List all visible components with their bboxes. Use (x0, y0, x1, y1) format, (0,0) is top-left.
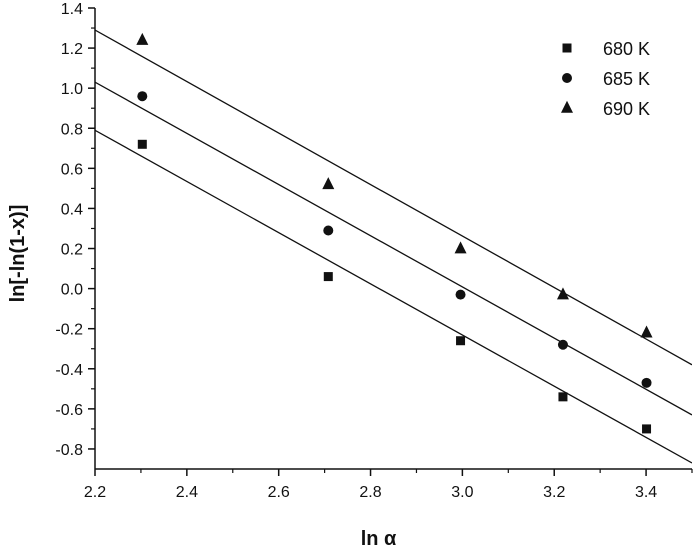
y-tick-label: 0.8 (61, 121, 83, 138)
y-tick-label: 1.2 (61, 41, 83, 58)
legend-label: 690 K (603, 99, 650, 119)
x-tick-label: 2.8 (359, 484, 381, 501)
data-point-triangle (454, 241, 467, 254)
legend-marker-triangle (561, 100, 573, 113)
data-point-circle (641, 377, 652, 388)
legend-label: 680 K (603, 39, 650, 59)
data-point-circle (557, 339, 568, 350)
y-tick-label: 0.2 (61, 242, 83, 259)
y-tick-label: 0.6 (61, 161, 83, 178)
data-point-square (323, 272, 333, 282)
y-tick-label: -0.8 (55, 442, 83, 459)
x-axis-title: ln α (361, 528, 397, 550)
fit-line-circle (95, 81, 692, 416)
data-point-circle (137, 91, 148, 102)
x-tick-label: 3.2 (543, 484, 565, 501)
y-tick-label: 0.4 (61, 201, 83, 218)
legend: 680 K 685 K 690 K (561, 39, 650, 119)
fit-line-square (95, 129, 692, 464)
data-point-square (456, 336, 466, 346)
x-tick-label: 3.0 (451, 484, 473, 501)
y-tick-label: -0.2 (55, 322, 83, 339)
y-axis-title: ln[-ln(1-x)] (7, 205, 29, 303)
y-tick-label: 1.0 (61, 81, 83, 98)
data-point-circle (323, 225, 334, 236)
y-tick-label: -0.6 (55, 402, 83, 419)
data-point-circle (455, 289, 466, 300)
legend-marker-circle (562, 73, 572, 83)
data-point-square (558, 392, 568, 402)
x-tick-label: 2.4 (176, 484, 198, 501)
data-point-triangle (136, 32, 149, 45)
data-point-triangle (556, 287, 569, 300)
data-point-triangle (322, 177, 335, 190)
data-point-square (137, 139, 147, 149)
y-axis: -0.8 -0.6 -0.4 -0.2 0.0 0.2 0.4 0.6 0.8 1.0 1.2 1.4 (55, 1, 96, 469)
legend-marker-square (562, 43, 572, 53)
x-axis: 2.2 2.4 2.6 2.8 3.0 3.2 3.4 (84, 468, 693, 501)
x-tick-label: 2.6 (268, 484, 290, 501)
y-tick-label: 1.4 (61, 1, 83, 18)
legend-label: 685 K (603, 69, 650, 89)
data-point-triangle (640, 325, 653, 338)
x-tick-label: 3.4 (635, 484, 657, 501)
data-markers (136, 32, 653, 434)
y-tick-label: -0.4 (55, 362, 83, 379)
fit-lines (95, 29, 692, 464)
y-tick-label: 0.0 (61, 282, 83, 299)
data-point-square (642, 424, 652, 434)
x-tick-label: 2.2 (84, 484, 106, 501)
fit-line-triangle (95, 29, 692, 366)
